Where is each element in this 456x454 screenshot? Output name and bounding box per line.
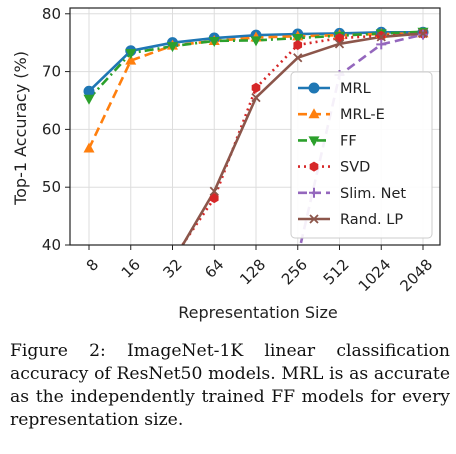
data-point-ff bbox=[167, 42, 178, 53]
y-tick-label: 70 bbox=[42, 63, 61, 81]
legend-marker-svd bbox=[309, 161, 319, 172]
accuracy-line-chart: 40 50 60 70 80 8 16 32 64 128 256 512 1024 2048 Repr… bbox=[11, 5, 441, 322]
x-tick-label: 2048 bbox=[396, 255, 436, 295]
data-point-rand-lp bbox=[293, 53, 303, 63]
y-axis-ticks: 40 50 60 70 80 bbox=[42, 5, 70, 254]
x-tick-label: 1024 bbox=[355, 255, 395, 295]
legend-label-mrl: MRL bbox=[340, 81, 371, 97]
data-point-ff bbox=[250, 36, 262, 47]
data-point-rand-lp bbox=[209, 186, 219, 196]
legend-label-slim-net: Slim. Net bbox=[340, 186, 406, 202]
data-point-svd bbox=[251, 82, 261, 93]
series-line-ff bbox=[88, 30, 424, 100]
legend-label-rand-lp: Rand. LP bbox=[340, 212, 403, 228]
x-tick-label: 128 bbox=[236, 255, 269, 288]
data-point-ff bbox=[292, 34, 304, 45]
plot-frame bbox=[69, 7, 441, 246]
legend-marker-mrl-e bbox=[308, 108, 320, 119]
y-tick-label: 40 bbox=[42, 236, 61, 254]
y-tick-label: 50 bbox=[42, 178, 61, 196]
data-point-rand-lp bbox=[418, 28, 428, 39]
data-point-ff bbox=[208, 36, 220, 47]
legend-marker-slim-net bbox=[309, 187, 319, 198]
figure-caption: Figure 2: ImageNet-1K linear classificat… bbox=[10, 341, 450, 430]
data-point-mrl bbox=[83, 85, 95, 97]
data-point-svd bbox=[209, 193, 219, 204]
legend-marker-mrl bbox=[308, 82, 320, 94]
data-point-rand-lp bbox=[251, 92, 261, 103]
data-point-svd bbox=[293, 39, 303, 50]
legend-label-svd: SVD bbox=[340, 160, 370, 176]
legend-label-ff: FF bbox=[340, 133, 357, 149]
x-tick-label: 32 bbox=[159, 255, 185, 281]
series-line-slim-net bbox=[299, 33, 424, 245]
data-point-mrl-e bbox=[83, 142, 95, 153]
x-tick-label: 256 bbox=[278, 255, 311, 288]
x-tick-label: 8 bbox=[83, 255, 102, 274]
legend: MRL MRL-E FF SVD Slim. Net Rand. LP bbox=[290, 71, 433, 239]
legend-marker-ff bbox=[308, 136, 320, 147]
data-point-ff bbox=[125, 49, 137, 60]
legend-marker-rand-lp bbox=[309, 214, 319, 224]
x-axis-label: Representation Size bbox=[178, 303, 337, 322]
y-axis-label: Top-1 Accuracy (%) bbox=[11, 51, 30, 206]
x-tick-label: 512 bbox=[320, 255, 353, 288]
y-tick-label: 80 bbox=[42, 5, 61, 23]
data-point-slim-net bbox=[376, 39, 387, 50]
x-tick-label: 16 bbox=[118, 255, 144, 281]
data-point-mrl-e bbox=[125, 54, 137, 65]
data-point-ff bbox=[83, 94, 95, 105]
x-tick-label: 64 bbox=[201, 255, 227, 281]
legend-label-mrl-e: MRL-E bbox=[340, 107, 385, 123]
data-point-rand-lp bbox=[334, 39, 345, 49]
x-axis-ticks: 8 16 32 64 128 256 512 1024 2048 bbox=[83, 245, 436, 295]
y-tick-label: 60 bbox=[42, 120, 61, 138]
data-point-rand-lp bbox=[376, 32, 386, 42]
